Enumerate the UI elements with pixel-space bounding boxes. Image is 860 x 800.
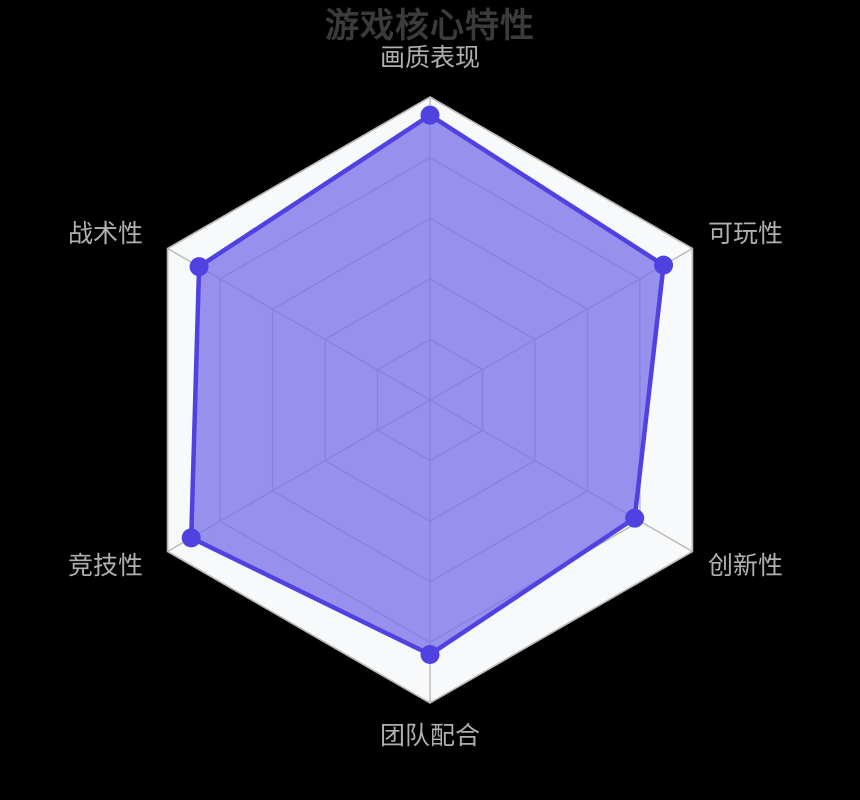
data-point-2[interactable] <box>625 508 645 528</box>
axis-label-innovation: 创新性 <box>708 551 784 580</box>
radar-plot-area <box>166 96 694 704</box>
data-point-4[interactable] <box>181 528 201 548</box>
data-point-1[interactable] <box>654 255 674 275</box>
axis-label-competitive: 竞技性 <box>68 551 144 580</box>
data-point-0[interactable] <box>420 105 440 125</box>
axis-label-playability: 可玩性 <box>708 219 784 248</box>
axis-label-tactical: 战术性 <box>68 219 144 248</box>
page-title: 游戏核心特性 <box>325 6 535 46</box>
data-point-5[interactable] <box>189 257 209 277</box>
data-point-3[interactable] <box>420 645 440 665</box>
axis-label-graphics: 画质表现 <box>379 43 480 72</box>
series-markers[interactable] <box>181 105 674 665</box>
axis-label-teamwork: 团队配合 <box>379 721 480 750</box>
